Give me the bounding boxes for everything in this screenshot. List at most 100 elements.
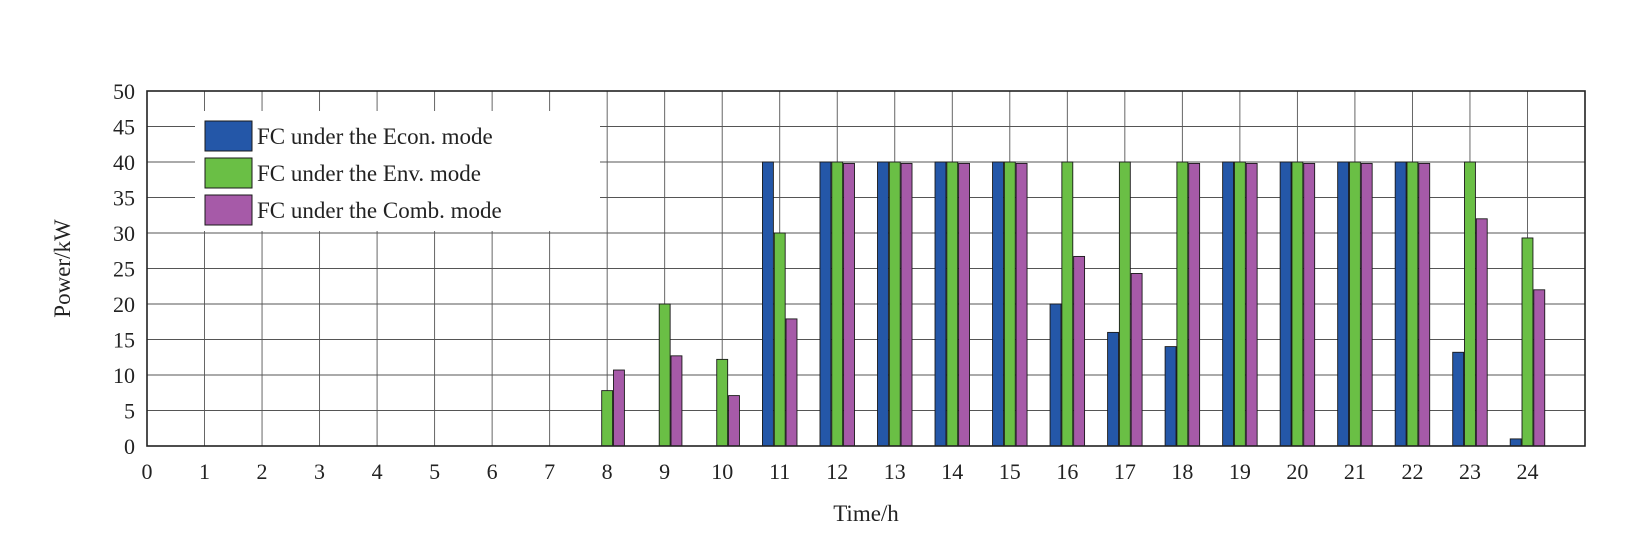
bar-comb-10 xyxy=(728,395,740,447)
bar-env-14 xyxy=(946,161,959,447)
bar-env-22 xyxy=(1406,161,1419,447)
bar-env-19 xyxy=(1233,161,1246,447)
legend-label: FC under the Econ. mode xyxy=(257,124,493,149)
bar-env-11 xyxy=(773,232,786,447)
bar-econ-21 xyxy=(1337,161,1350,447)
legend-label: FC under the Comb. mode xyxy=(257,198,502,223)
x-tick-label: 13 xyxy=(884,459,906,484)
legend-swatch xyxy=(204,194,253,226)
bar-comb-12 xyxy=(843,162,855,447)
bar-comb-9 xyxy=(670,355,683,447)
x-tick-label: 14 xyxy=(941,459,963,484)
bar-econ-22 xyxy=(1394,161,1407,447)
bar-comb-13 xyxy=(900,162,913,447)
y-tick-label: 30 xyxy=(113,221,135,246)
x-tick-label: 18 xyxy=(1171,459,1193,484)
bar-econ-18 xyxy=(1164,346,1177,447)
y-tick-label: 25 xyxy=(113,257,135,282)
x-tick-label: 4 xyxy=(372,459,383,484)
bar-comb-21 xyxy=(1360,162,1373,447)
x-tick-label: 3 xyxy=(314,459,325,484)
bar-env-15 xyxy=(1003,161,1016,447)
bar-econ-14 xyxy=(934,161,947,447)
y-tick-label: 50 xyxy=(113,79,135,104)
bar-env-23 xyxy=(1464,161,1476,447)
x-tick-label: 22 xyxy=(1401,459,1423,484)
bar-env-24 xyxy=(1521,237,1534,447)
legend: FC under the Econ. mode FC under the Env.… xyxy=(195,111,600,231)
bar-econ-19 xyxy=(1222,161,1235,447)
bar-comb-20 xyxy=(1303,162,1316,447)
y-tick-label: 5 xyxy=(124,399,135,424)
bar-comb-14 xyxy=(958,162,970,447)
x-tick-label: 20 xyxy=(1286,459,1308,484)
bar-econ-13 xyxy=(877,161,889,447)
bar-econ-11 xyxy=(762,161,774,447)
bar-env-21 xyxy=(1349,161,1361,447)
y-tick-label: 45 xyxy=(113,115,135,140)
bar-econ-15 xyxy=(992,161,1004,447)
bar-econ-20 xyxy=(1279,161,1292,447)
bar-env-10 xyxy=(716,358,729,447)
bar-comb-23 xyxy=(1475,218,1488,447)
bar-econ-24 xyxy=(1509,438,1522,447)
bar-env-12 xyxy=(831,161,844,447)
bar-econ-23 xyxy=(1452,351,1465,447)
bar-env-20 xyxy=(1291,161,1304,447)
y-tick-label: 15 xyxy=(113,328,135,353)
x-tick-label: 11 xyxy=(769,459,790,484)
bar-env-13 xyxy=(888,161,901,447)
x-tick-label: 7 xyxy=(544,459,555,484)
x-tick-label: 8 xyxy=(602,459,613,484)
y-tick-label: 0 xyxy=(124,434,135,459)
y-tick-label: 35 xyxy=(113,186,135,211)
bar-econ-16 xyxy=(1049,303,1062,447)
x-tick-label: 2 xyxy=(257,459,268,484)
bar-env-17 xyxy=(1118,161,1131,447)
x-tick-label: 16 xyxy=(1056,459,1078,484)
bar-env-18 xyxy=(1176,161,1189,447)
legend-swatch xyxy=(204,120,253,152)
legend-label: FC under the Env. mode xyxy=(257,161,481,186)
y-tick-label: 20 xyxy=(113,292,135,317)
bar-env-16 xyxy=(1061,161,1074,447)
bar-comb-11 xyxy=(785,318,798,447)
y-tick-label: 10 xyxy=(113,363,135,388)
bar-econ-17 xyxy=(1107,331,1119,447)
x-tick-label: 9 xyxy=(659,459,670,484)
plot-frame xyxy=(146,90,1586,447)
bar-comb-17 xyxy=(1130,273,1143,447)
x-axis-label: Time/h xyxy=(833,501,899,526)
legend-swatch xyxy=(204,157,253,189)
x-tick-label: 12 xyxy=(826,459,848,484)
x-tick-label: 24 xyxy=(1516,459,1538,484)
x-tick-label: 19 xyxy=(1229,459,1251,484)
bar-comb-22 xyxy=(1418,162,1431,447)
x-tick-label: 21 xyxy=(1344,459,1366,484)
bar-comb-8 xyxy=(613,369,625,447)
bar-env-8 xyxy=(601,390,614,447)
bar-comb-15 xyxy=(1015,162,1028,447)
x-tick-label: 0 xyxy=(142,459,153,484)
y-tick-label: 40 xyxy=(113,150,135,175)
x-tick-label: 6 xyxy=(487,459,498,484)
bar-env-9 xyxy=(658,303,671,447)
x-axis-ticks: 0 1 2 3 4 5 6 7 8 9 10 11 12 13 14 15 16 17 18 19 20 21 22 23 24 xyxy=(142,459,1539,484)
bar-comb-19 xyxy=(1245,162,1258,447)
y-axis-label: Power/kW xyxy=(50,219,75,318)
y-axis-ticks: 0 5 10 15 20 25 30 35 40 45 50 xyxy=(113,79,135,459)
x-tick-label: 5 xyxy=(429,459,440,484)
x-tick-label: 17 xyxy=(1114,459,1136,484)
x-tick-label: 1 xyxy=(199,459,210,484)
legend-box xyxy=(195,111,600,231)
bar-comb-18 xyxy=(1188,162,1201,447)
bar-comb-24 xyxy=(1533,289,1546,447)
x-tick-label: 23 xyxy=(1459,459,1481,484)
bar-econ-12 xyxy=(819,161,832,447)
bar-comb-16 xyxy=(1073,255,1086,447)
x-tick-label: 10 xyxy=(711,459,733,484)
x-tick-label: 15 xyxy=(999,459,1021,484)
bars xyxy=(601,161,1546,447)
